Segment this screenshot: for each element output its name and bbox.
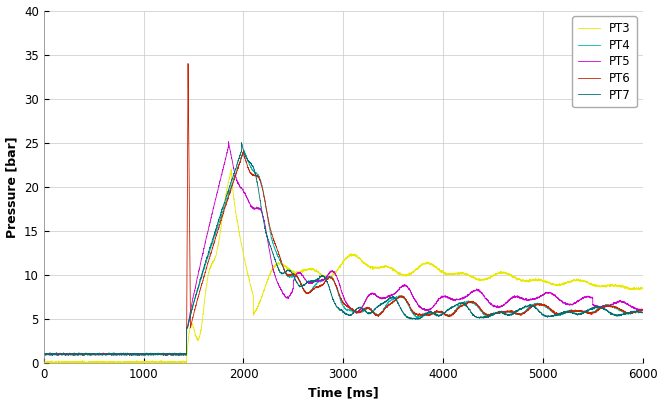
X-axis label: Time [ms]: Time [ms] <box>308 386 379 399</box>
PT3 <box>381 263 389 268</box>
PT5 <box>630 305 638 310</box>
Line: PT7: PT7 <box>44 143 642 356</box>
PT4 <box>596 306 604 311</box>
PT5 <box>79 353 87 358</box>
PT3 <box>42 360 50 365</box>
PT7 <box>381 299 389 304</box>
PT3 <box>596 284 604 289</box>
Line: PT4: PT4 <box>44 150 642 356</box>
PT3 <box>227 167 235 172</box>
PT7 <box>48 353 56 358</box>
PT7 <box>630 310 638 315</box>
Line: PT5: PT5 <box>44 142 642 356</box>
PT6 <box>630 310 638 315</box>
Line: PT6: PT6 <box>44 64 642 356</box>
PT3 <box>45 360 53 365</box>
PT4 <box>638 307 646 312</box>
PT4 <box>140 353 148 358</box>
PT5 <box>40 352 48 357</box>
PT4 <box>239 147 247 152</box>
PT3 <box>630 286 638 291</box>
PT7 <box>154 352 162 357</box>
PT6 <box>40 352 48 357</box>
PT5 <box>154 352 162 356</box>
PT5 <box>225 139 233 144</box>
Legend: PT3, PT4, PT5, PT6, PT7: PT3, PT4, PT5, PT6, PT7 <box>572 17 636 107</box>
PT5 <box>596 305 604 309</box>
PT5 <box>381 295 389 300</box>
PT7 <box>42 352 50 357</box>
PT5 <box>42 352 50 357</box>
PT6 <box>154 352 162 356</box>
PT3 <box>52 359 60 364</box>
PT4 <box>40 352 48 357</box>
PT6 <box>381 306 389 311</box>
PT4 <box>381 305 389 310</box>
PT3 <box>40 360 48 364</box>
PT6 <box>638 308 646 313</box>
PT6 <box>184 61 192 66</box>
PT7 <box>237 140 245 145</box>
PT4 <box>42 352 50 357</box>
Y-axis label: Pressure [bar]: Pressure [bar] <box>5 136 19 238</box>
PT7 <box>52 352 60 356</box>
PT5 <box>638 307 646 312</box>
PT3 <box>154 360 162 364</box>
PT7 <box>638 310 646 315</box>
PT4 <box>154 352 162 357</box>
PT4 <box>52 352 60 356</box>
PT7 <box>40 352 48 357</box>
PT6 <box>163 353 171 358</box>
PT7 <box>596 305 604 310</box>
PT4 <box>630 309 638 314</box>
PT6 <box>596 306 604 311</box>
PT6 <box>42 351 50 356</box>
PT3 <box>638 286 646 291</box>
Line: PT3: PT3 <box>44 170 642 363</box>
PT5 <box>52 352 60 357</box>
PT6 <box>52 352 60 357</box>
